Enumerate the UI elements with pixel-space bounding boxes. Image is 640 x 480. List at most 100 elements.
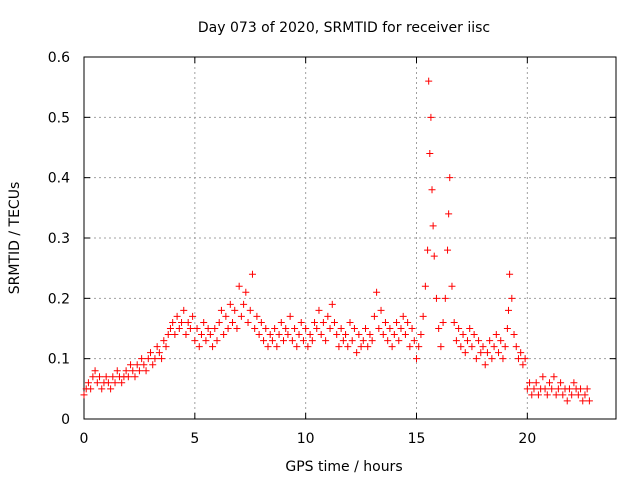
- data-point: [362, 325, 370, 332]
- data-point: [512, 343, 520, 351]
- data-point: [306, 331, 314, 339]
- data-point: [388, 343, 396, 351]
- data-point: [506, 270, 514, 278]
- data-point: [428, 186, 436, 194]
- data-point: [517, 349, 525, 357]
- data-point: [488, 355, 496, 363]
- y-axis-label: SRMTID / TECUs: [7, 182, 23, 295]
- data-point: [563, 397, 571, 405]
- data-point: [200, 318, 208, 326]
- data-point: [379, 331, 387, 339]
- data-point: [104, 379, 112, 387]
- data-point: [186, 325, 194, 332]
- data-point: [399, 312, 407, 320]
- x-tick-label: 15: [408, 431, 426, 447]
- data-point: [162, 343, 170, 351]
- data-point: [304, 343, 312, 351]
- data-point: [426, 150, 434, 158]
- data-point: [550, 373, 558, 381]
- data-point: [302, 325, 310, 332]
- data-point: [450, 318, 458, 326]
- data-point: [178, 318, 186, 326]
- data-point: [501, 343, 509, 351]
- data-point: [430, 252, 438, 260]
- data-point: [96, 373, 104, 381]
- data-point: [574, 391, 582, 399]
- data-point: [417, 331, 425, 339]
- data-point: [470, 331, 478, 339]
- data-point: [475, 337, 483, 345]
- data-point: [581, 391, 589, 399]
- data-point: [532, 379, 540, 387]
- data-point: [557, 379, 565, 387]
- data-point: [565, 385, 573, 393]
- data-point: [432, 294, 440, 302]
- data-points: [80, 77, 593, 405]
- data-point: [337, 325, 345, 332]
- data-point: [366, 331, 374, 339]
- data-point: [375, 325, 383, 332]
- data-point: [127, 361, 135, 369]
- data-point: [393, 318, 401, 326]
- data-point: [158, 355, 166, 363]
- data-point: [472, 355, 480, 363]
- data-point: [224, 325, 232, 332]
- data-point: [357, 343, 365, 351]
- data-point: [577, 385, 585, 393]
- data-point: [510, 331, 518, 339]
- data-point: [521, 355, 529, 363]
- data-point: [455, 325, 463, 332]
- data-point: [552, 391, 560, 399]
- y-tick-label: 0.1: [48, 352, 70, 368]
- data-point: [333, 331, 341, 339]
- x-tick-label: 0: [80, 431, 89, 447]
- data-point: [415, 343, 423, 351]
- data-point: [308, 337, 316, 345]
- data-point: [260, 337, 268, 345]
- data-point: [240, 300, 248, 308]
- data-point: [262, 325, 270, 332]
- x-tick-label: 10: [297, 431, 315, 447]
- data-point: [427, 113, 435, 121]
- data-point: [129, 367, 137, 375]
- data-point: [401, 331, 409, 339]
- data-point: [477, 349, 485, 357]
- data-point: [342, 331, 350, 339]
- data-point: [346, 318, 354, 326]
- data-point: [237, 312, 245, 320]
- y-tick-label: 0.2: [48, 291, 70, 307]
- data-point: [381, 318, 389, 326]
- data-point: [322, 337, 330, 345]
- data-point: [293, 343, 301, 351]
- data-point: [291, 325, 299, 332]
- data-point: [277, 318, 285, 326]
- data-point: [160, 337, 168, 345]
- data-point: [80, 391, 88, 399]
- data-point: [413, 355, 420, 363]
- data-point: [257, 318, 265, 326]
- data-point: [539, 373, 547, 381]
- data-point: [98, 385, 106, 393]
- data-point: [251, 325, 259, 332]
- data-point: [344, 343, 352, 351]
- data-point: [193, 325, 201, 332]
- data-point: [142, 367, 150, 375]
- data-point: [113, 367, 121, 375]
- data-point: [384, 337, 392, 345]
- data-point: [534, 391, 542, 399]
- data-point: [164, 331, 172, 339]
- data-point: [359, 337, 367, 345]
- data-point: [468, 343, 476, 351]
- data-point: [479, 343, 487, 351]
- data-point: [297, 318, 305, 326]
- data-point: [89, 373, 97, 381]
- data-point: [370, 312, 378, 320]
- data-point: [526, 379, 534, 387]
- data-point: [353, 349, 361, 357]
- data-point: [546, 379, 553, 387]
- data-point: [233, 325, 241, 332]
- data-point: [191, 337, 199, 345]
- data-point: [523, 385, 531, 393]
- data-point: [226, 300, 234, 308]
- data-point: [548, 385, 556, 393]
